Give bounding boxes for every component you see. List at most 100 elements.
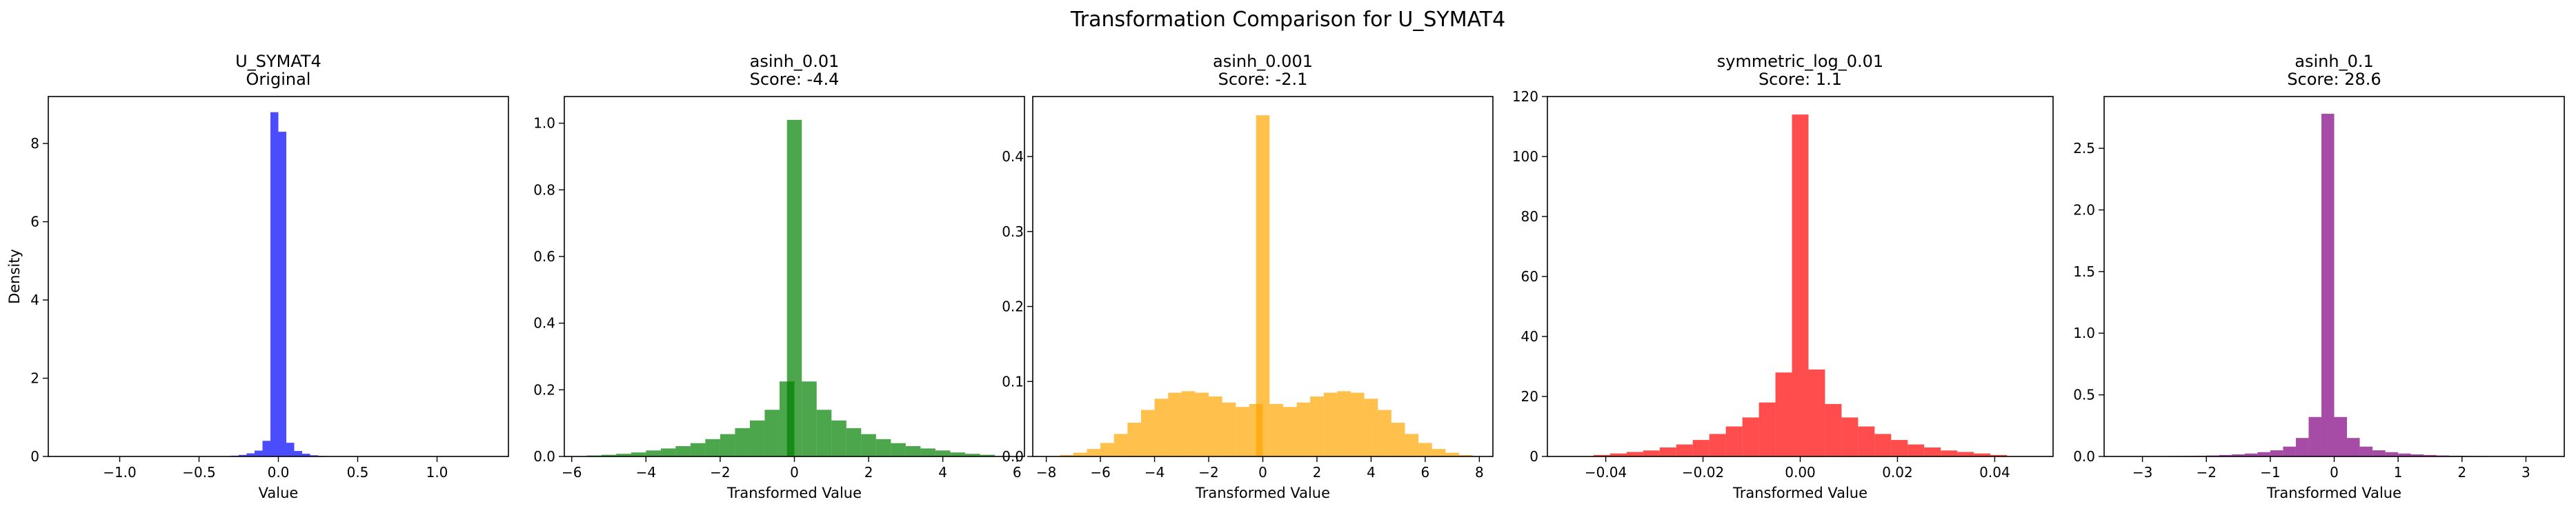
y-tick-label: 0.0 xyxy=(1002,448,1024,465)
histogram-bar xyxy=(1825,404,1841,456)
x-tick-label: 8 xyxy=(1475,464,1484,481)
histogram-bar xyxy=(720,434,735,456)
histogram-bar xyxy=(1168,393,1182,456)
histogram-bar xyxy=(255,450,263,456)
histogram-bar xyxy=(920,448,935,456)
y-tick-label: 0.2 xyxy=(533,381,555,398)
y-tick-label: 2.5 xyxy=(2073,140,2095,157)
y-tick-label: 2 xyxy=(30,370,39,387)
histogram-bar xyxy=(1743,417,1759,456)
x-tick-label: −4 xyxy=(636,464,656,481)
x-axis-label: Transformed Value xyxy=(2266,485,2401,501)
x-tick-label: 2 xyxy=(864,464,873,481)
histogram-bar xyxy=(817,410,832,456)
x-tick-label: 0.5 xyxy=(347,464,369,481)
histogram-bar xyxy=(1792,114,1809,456)
x-tick-label: 0.0 xyxy=(268,464,290,481)
histogram-bar xyxy=(1365,399,1378,456)
y-tick-label: 4 xyxy=(30,292,39,308)
histogram-bar xyxy=(1874,434,1891,456)
x-tick-label: 1.0 xyxy=(426,464,448,481)
histogram-bar xyxy=(861,434,876,456)
subplot-title-line: Score: 1.1 xyxy=(1758,70,1842,89)
histogram-bar xyxy=(1643,450,1660,456)
histogram-bar xyxy=(1660,447,1676,456)
x-tick-label: 1 xyxy=(2394,464,2403,481)
y-tick-label: 0.0 xyxy=(533,448,555,465)
y-tick-label: 2.0 xyxy=(2073,201,2095,218)
x-tick-label: −1 xyxy=(2260,464,2280,481)
histogram-bar xyxy=(2360,447,2373,456)
y-tick-label: 0.4 xyxy=(1002,148,1024,165)
histogram-bar xyxy=(691,443,706,456)
subplot-title-line: U_SYMAT4 xyxy=(235,52,321,71)
x-tick-label: −2 xyxy=(710,464,730,481)
subplot-title-line: asinh_0.1 xyxy=(2295,52,2373,71)
y-tick-label: 100 xyxy=(1512,148,1538,165)
histogram-bar xyxy=(1841,417,1858,456)
histogram-bar xyxy=(705,439,720,456)
x-tick-label: 0.02 xyxy=(1882,464,1913,481)
x-tick-label: 0 xyxy=(1258,464,1267,481)
histogram-bar xyxy=(1445,453,1459,456)
y-tick-label: 0 xyxy=(30,448,39,465)
histogram-bar xyxy=(1759,403,1776,456)
histogram-bar xyxy=(764,410,780,456)
x-tick-label: −2 xyxy=(2196,464,2216,481)
histogram-bar xyxy=(286,443,295,456)
histogram-bar xyxy=(1195,393,1209,456)
histogram-bar xyxy=(661,448,676,456)
histogram-bar xyxy=(1776,372,1792,456)
y-tick-label: 20 xyxy=(1521,388,1538,405)
histogram-bar xyxy=(1351,393,1365,456)
x-tick-label: −4 xyxy=(1145,464,1165,481)
histogram-bar xyxy=(1337,391,1351,456)
y-tick-label: 0.2 xyxy=(1002,299,1024,315)
histogram-bar xyxy=(2296,438,2309,456)
histogram-bar xyxy=(1710,434,1726,456)
x-axis-label: Value xyxy=(259,485,299,501)
x-axis-label: Transformed Value xyxy=(1195,485,1330,501)
histogram-bar xyxy=(1957,452,1974,456)
y-tick-label: 0.0 xyxy=(2073,448,2095,465)
y-tick-label: 1.5 xyxy=(2073,263,2095,280)
y-tick-label: 0.6 xyxy=(533,248,555,265)
histogram-bar xyxy=(1256,115,1270,456)
histogram-bar xyxy=(295,451,303,456)
histogram-bar xyxy=(1808,370,1825,456)
x-tick-label: −8 xyxy=(1036,464,1056,481)
histogram-bar xyxy=(2283,447,2296,456)
y-axis-label: Density xyxy=(6,249,23,304)
y-tick-label: 0.3 xyxy=(1002,223,1024,240)
histogram-bar xyxy=(831,421,846,456)
x-tick-label: 0.00 xyxy=(1785,464,1816,481)
x-tick-label: −0.04 xyxy=(1585,464,1627,481)
x-axis-label: Transformed Value xyxy=(726,485,862,501)
y-tick-label: 0 xyxy=(1529,448,1538,465)
histogram-bar xyxy=(876,439,891,456)
histogram-bar xyxy=(646,450,661,456)
histogram-bar xyxy=(787,120,802,456)
histogram-bar xyxy=(1941,450,1957,456)
histogram-bar xyxy=(1693,440,1710,456)
x-tick-label: 6 xyxy=(1421,464,1430,481)
x-tick-label: 2 xyxy=(2457,464,2466,481)
x-tick-label: 0 xyxy=(790,464,799,481)
histogram-bar xyxy=(1087,449,1100,456)
histogram-bar xyxy=(1236,407,1249,456)
histogram-bar xyxy=(1127,423,1141,456)
histogram-bar xyxy=(1297,403,1311,456)
histogram-bar xyxy=(1269,404,1283,456)
histogram-bar xyxy=(1891,440,1908,456)
histogram-bar xyxy=(1141,410,1155,456)
histogram-bar xyxy=(950,452,965,456)
